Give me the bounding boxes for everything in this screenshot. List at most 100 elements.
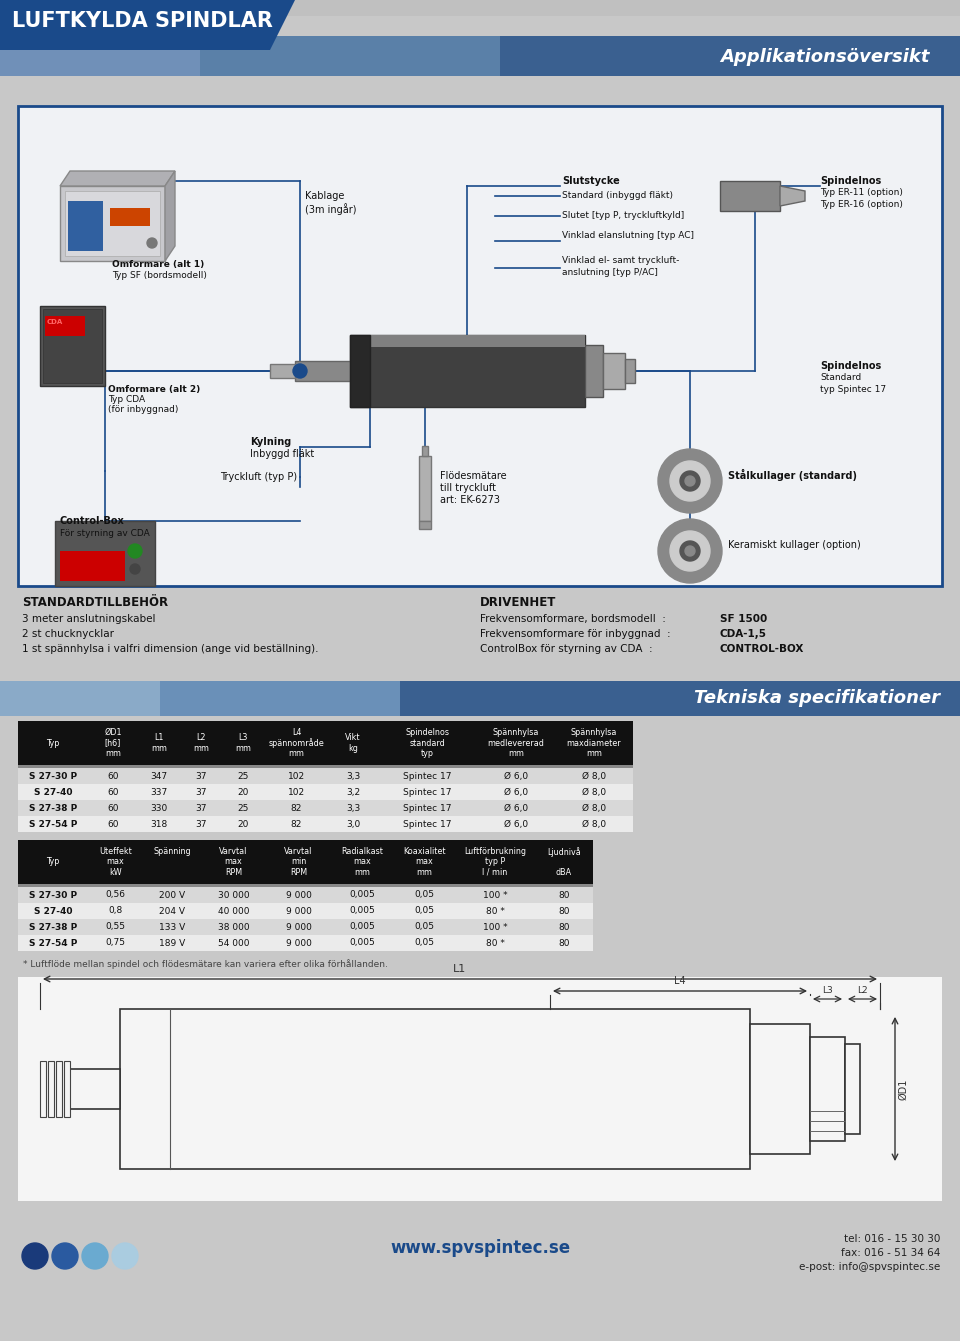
Bar bbox=[350, 335, 585, 347]
Text: Slutstycke: Slutstycke bbox=[562, 176, 620, 186]
Text: 0,005: 0,005 bbox=[349, 939, 374, 948]
Bar bbox=[0, 681, 160, 716]
Text: 337: 337 bbox=[151, 787, 168, 797]
Text: 20: 20 bbox=[237, 787, 249, 797]
Text: * Luftflöde mellan spindel och flödesmätare kan variera efter olika förhållanden: * Luftflöde mellan spindel och flödesmät… bbox=[23, 959, 388, 970]
Circle shape bbox=[685, 476, 695, 485]
Text: (3m ingår): (3m ingår) bbox=[305, 202, 356, 215]
Text: 0,05: 0,05 bbox=[414, 923, 434, 932]
Text: Standard (inbyggd fläkt): Standard (inbyggd fläkt) bbox=[562, 190, 673, 200]
Text: Kablage: Kablage bbox=[305, 190, 345, 201]
Text: Inbyggd fläkt: Inbyggd fläkt bbox=[250, 449, 314, 459]
Text: 37: 37 bbox=[195, 803, 206, 813]
Text: 80: 80 bbox=[559, 907, 569, 916]
Text: 20: 20 bbox=[237, 819, 249, 829]
Text: 100 *: 100 * bbox=[483, 890, 507, 900]
Polygon shape bbox=[165, 172, 175, 261]
Text: Spindelnos: Spindelnos bbox=[820, 361, 881, 371]
Text: Vinklad el- samt tryckluft-: Vinklad el- samt tryckluft- bbox=[562, 256, 680, 266]
Text: Varvtal
max
RPM: Varvtal max RPM bbox=[219, 848, 248, 877]
Circle shape bbox=[670, 461, 710, 502]
Text: 82: 82 bbox=[291, 803, 302, 813]
Text: 0,56: 0,56 bbox=[106, 890, 126, 900]
Text: 200 V: 200 V bbox=[159, 890, 185, 900]
Bar bbox=[18, 935, 593, 951]
Bar bbox=[70, 1069, 120, 1109]
Text: 80 *: 80 * bbox=[486, 939, 504, 948]
Bar bbox=[18, 721, 633, 764]
Text: Tryckluft (typ P): Tryckluft (typ P) bbox=[220, 472, 298, 481]
Text: Standard: Standard bbox=[820, 373, 861, 382]
Text: Control-Box: Control-Box bbox=[60, 516, 125, 526]
Text: LUFTKYLDA SPINDLAR: LUFTKYLDA SPINDLAR bbox=[12, 11, 273, 31]
Circle shape bbox=[680, 540, 700, 561]
Text: 60: 60 bbox=[108, 803, 119, 813]
Text: S 27-54 P: S 27-54 P bbox=[29, 939, 77, 948]
Text: SF 1500: SF 1500 bbox=[720, 614, 767, 624]
Text: 25: 25 bbox=[237, 803, 249, 813]
Text: 102: 102 bbox=[288, 787, 305, 797]
Bar bbox=[18, 801, 633, 817]
Text: 0,8: 0,8 bbox=[108, 907, 123, 916]
Text: Typ SF (bordsmodell): Typ SF (bordsmodell) bbox=[112, 271, 206, 280]
Polygon shape bbox=[0, 0, 295, 50]
Bar bbox=[0, 681, 400, 716]
Text: 1 st spännhylsa i valfri dimension (ange vid beställning).: 1 st spännhylsa i valfri dimension (ange… bbox=[22, 644, 319, 654]
Text: 204 V: 204 V bbox=[159, 907, 185, 916]
Text: Omformare (alt 2): Omformare (alt 2) bbox=[108, 385, 201, 394]
Text: Koaxialitet
max
mm: Koaxialitet max mm bbox=[403, 848, 445, 877]
Text: 30 000: 30 000 bbox=[218, 890, 250, 900]
Text: Spintec 17: Spintec 17 bbox=[403, 771, 451, 780]
Text: 60: 60 bbox=[108, 819, 119, 829]
Bar bbox=[65, 190, 160, 256]
Text: Ø 8,0: Ø 8,0 bbox=[582, 771, 606, 780]
Text: 3,2: 3,2 bbox=[346, 787, 360, 797]
Bar bbox=[110, 208, 150, 227]
Text: e-post: info@spvspintec.se: e-post: info@spvspintec.se bbox=[799, 1262, 940, 1273]
Text: 9 000: 9 000 bbox=[285, 890, 311, 900]
Text: Typ: Typ bbox=[46, 857, 60, 866]
Text: Spänning: Spänning bbox=[154, 848, 191, 877]
Text: 25: 25 bbox=[237, 771, 249, 780]
Text: Ø 6,0: Ø 6,0 bbox=[504, 803, 528, 813]
Text: Omformare (alt 1): Omformare (alt 1) bbox=[112, 260, 204, 270]
Text: Flödesmätare: Flödesmätare bbox=[440, 471, 507, 481]
Text: S 27-38 P: S 27-38 P bbox=[29, 803, 77, 813]
Text: 0,05: 0,05 bbox=[414, 907, 434, 916]
Text: 82: 82 bbox=[291, 819, 302, 829]
Text: 60: 60 bbox=[108, 771, 119, 780]
Text: 318: 318 bbox=[151, 819, 168, 829]
Bar bbox=[295, 361, 350, 381]
Text: 133 V: 133 V bbox=[158, 923, 185, 932]
Text: L3: L3 bbox=[822, 986, 833, 995]
Text: typ Spintec 17: typ Spintec 17 bbox=[820, 385, 886, 394]
Bar bbox=[55, 522, 155, 586]
Circle shape bbox=[22, 1243, 48, 1269]
Text: CONTROL-BOX: CONTROL-BOX bbox=[720, 644, 804, 654]
Text: L2
mm: L2 mm bbox=[193, 734, 209, 752]
Bar bbox=[120, 1008, 750, 1169]
Text: Ø 8,0: Ø 8,0 bbox=[582, 787, 606, 797]
Text: För styrning av CDA: För styrning av CDA bbox=[60, 528, 150, 538]
Text: Vikt
kg: Vikt kg bbox=[346, 734, 361, 752]
Polygon shape bbox=[60, 172, 175, 186]
Bar bbox=[18, 902, 593, 919]
Text: 60: 60 bbox=[108, 787, 119, 797]
Bar bbox=[18, 978, 942, 1202]
Bar bbox=[45, 316, 85, 337]
Bar bbox=[18, 919, 593, 935]
Text: 0,005: 0,005 bbox=[349, 923, 374, 932]
Bar bbox=[18, 886, 593, 902]
Text: Spännhylsa
medlevererad
mm: Spännhylsa medlevererad mm bbox=[488, 728, 544, 758]
Text: Kylning: Kylning bbox=[250, 437, 291, 447]
Text: DRIVENHET: DRIVENHET bbox=[480, 595, 557, 609]
Text: anslutning [typ P/AC]: anslutning [typ P/AC] bbox=[562, 268, 658, 278]
Bar bbox=[0, 36, 960, 76]
Text: 9 000: 9 000 bbox=[285, 907, 311, 916]
Bar bbox=[750, 1025, 810, 1155]
Text: Typ ER-16 (option): Typ ER-16 (option) bbox=[820, 200, 902, 209]
Text: S 27-38 P: S 27-38 P bbox=[29, 923, 77, 932]
Text: Ø 8,0: Ø 8,0 bbox=[582, 803, 606, 813]
Text: Slutet [typ P, tryckluftkyld]: Slutet [typ P, tryckluftkyld] bbox=[562, 211, 684, 220]
Text: Frekvensomformare för inbyggnad  :: Frekvensomformare för inbyggnad : bbox=[480, 629, 671, 640]
